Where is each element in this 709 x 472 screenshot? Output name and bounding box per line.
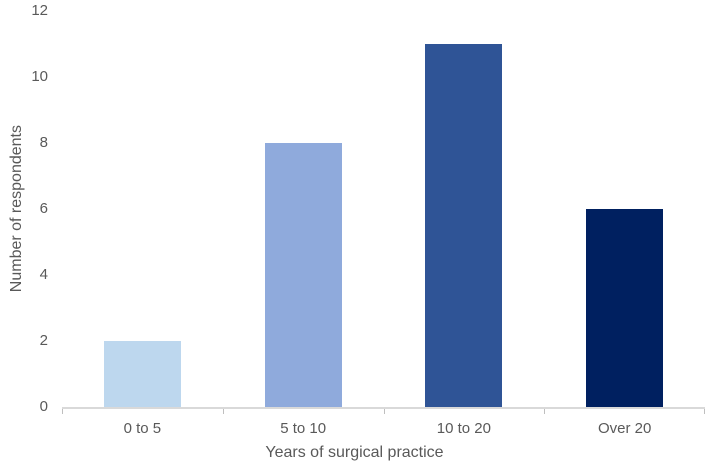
x-axis-title: Years of surgical practice: [265, 444, 444, 461]
x-axis-tick-mark: [222, 409, 224, 414]
x-tick-label-over-20: Over 20: [597, 420, 652, 437]
bar-slot: [62, 11, 223, 407]
bar-slot: [384, 11, 545, 407]
y-tick-label-10: 10: [31, 68, 48, 85]
bar-over-20: [586, 209, 664, 407]
bar-slot: [544, 11, 705, 407]
x-axis-tick-mark: [704, 409, 705, 414]
bar-10-to-20: [425, 44, 503, 407]
bar-5-to-10: [264, 143, 342, 407]
bar-0-to-5: [103, 341, 181, 407]
x-axis-tick-mark: [383, 409, 385, 414]
x-tick-label-0-to-5: 0 to 5: [123, 420, 162, 437]
y-tick-label-0: 0: [39, 398, 48, 415]
bar-slot: [223, 11, 384, 407]
y-tick-label-4: 4: [39, 266, 48, 283]
x-axis-tick-mark: [544, 409, 546, 414]
y-tick-label-8: 8: [39, 134, 48, 151]
plot-area: [62, 11, 705, 414]
x-tick-label-10-to-20: 10 to 20: [436, 420, 491, 437]
y-tick-label-12: 12: [31, 2, 48, 19]
y-tick-label-6: 6: [39, 200, 48, 217]
y-tick-label-2: 2: [39, 332, 48, 349]
x-axis-labels: 0 to 5 5 to 10 10 to 20 Over 20: [62, 419, 705, 439]
y-axis-tick-labels: 0 2 4 6 8 10 12: [0, 2, 48, 415]
x-axis-tick-mark: [62, 409, 63, 414]
x-tick-label-5-to-10: 5 to 10: [280, 420, 327, 437]
